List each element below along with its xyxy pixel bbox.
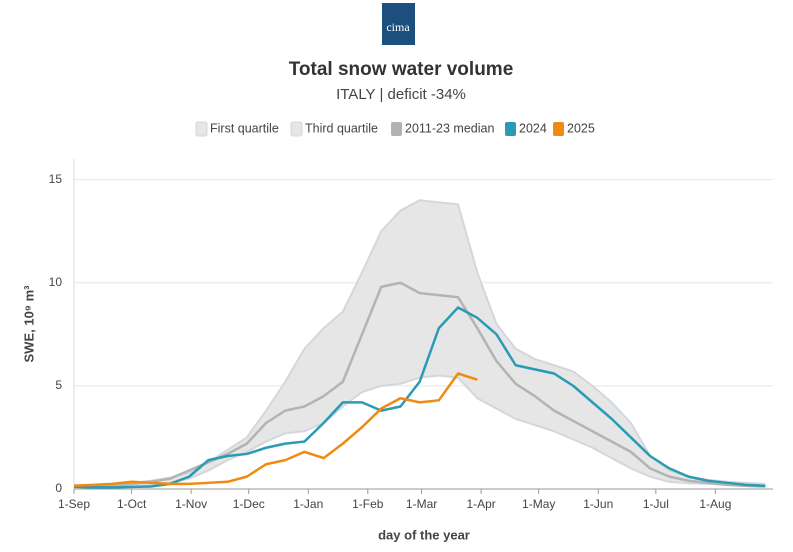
y-tick-label: 10 — [49, 275, 63, 289]
chart-subtitle: ITALY | deficit -34% — [336, 86, 466, 103]
logo-box — [382, 3, 415, 45]
x-tick-label: 1-Feb — [352, 497, 384, 511]
x-tick-label: 1-May — [522, 497, 555, 511]
legend-swatch — [505, 122, 516, 136]
series-line — [74, 281, 766, 488]
x-tick-label: 1-Jun — [583, 497, 613, 511]
y-tick-label: 5 — [55, 378, 62, 392]
chart-title: Total snow water volume — [289, 59, 514, 80]
legend-swatch — [391, 122, 402, 136]
x-tick-label: 1-Sep — [58, 497, 90, 511]
series-line — [73, 372, 478, 488]
plot — [73, 159, 773, 490]
legend-label: Third quartile — [305, 121, 378, 135]
y-tick-label: 0 — [55, 481, 62, 495]
x-tick-label: 1-Nov — [175, 497, 207, 511]
logo: cima — [386, 20, 410, 34]
x-tick-label: 1-Oct — [117, 497, 147, 511]
legend-label: First quartile — [210, 121, 279, 135]
x-tick-label: 1-Apr — [466, 497, 495, 511]
x-tick-label: 1-Jan — [293, 497, 323, 511]
legend-label: 2024 — [519, 121, 547, 135]
series-line — [74, 374, 766, 488]
legend-label: 2011-23 median — [405, 121, 494, 135]
x-axis-label: day of the year — [378, 527, 470, 542]
legend-swatch — [195, 121, 208, 137]
legend-label: 2025 — [567, 121, 595, 135]
y-tick-label: 15 — [49, 172, 63, 186]
x-tick-label: 1-Mar — [406, 497, 437, 511]
legend-swatch — [290, 121, 303, 137]
legend-swatch — [553, 122, 564, 136]
x-tick-label: 1-Dec — [233, 497, 265, 511]
series-line — [73, 306, 766, 489]
x-tick-label: 1-Jul — [643, 497, 669, 511]
quartile-band — [74, 200, 766, 487]
x-tick-label: 1-Aug — [699, 497, 731, 511]
y-axis-label: SWE, 10⁹ m³ — [21, 285, 36, 363]
